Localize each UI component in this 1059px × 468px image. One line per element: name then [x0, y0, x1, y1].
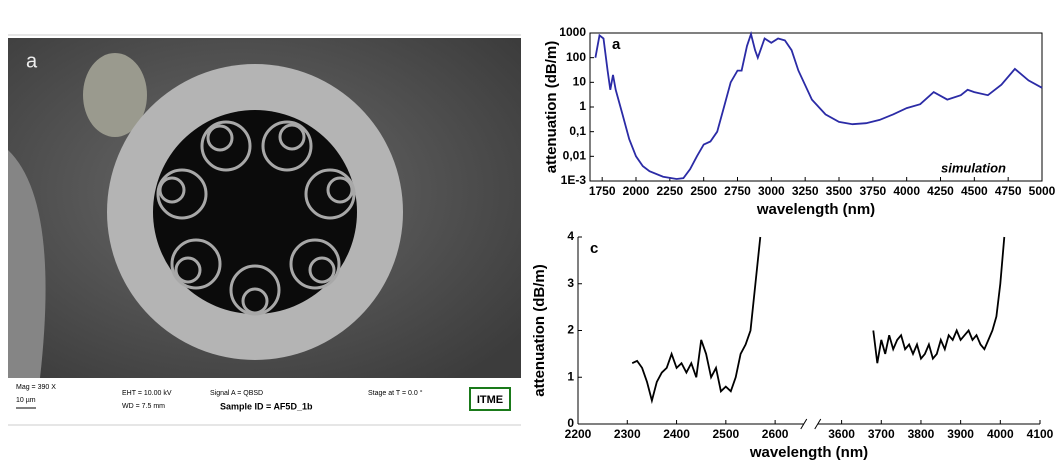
y-tick-label: 10 — [573, 75, 587, 89]
y-tick-label: 100 — [566, 50, 586, 64]
mag: Mag = 390 X — [16, 384, 56, 391]
x-tick-label: 4750 — [995, 184, 1022, 198]
y-axis-label: attenuation (dB/m) — [543, 41, 560, 174]
annotation: simulation — [941, 160, 1006, 175]
axis-break — [814, 418, 822, 430]
data-line — [594, 30, 1043, 180]
sem-image: a Mag = 390 X 10 µm EHT = 10.00 kV WD = … — [8, 38, 521, 420]
eht: EHT = 10.00 kV — [122, 390, 172, 397]
y-tick-label: 1E-3 — [561, 173, 587, 187]
x-tick-label: 3750 — [859, 184, 886, 198]
scale-bar-label: 10 µm — [16, 397, 36, 404]
x-tick-label: 2600 — [762, 427, 789, 441]
x-tick-label: 3250 — [792, 184, 819, 198]
plot-frame — [589, 32, 1043, 182]
x-tick-label: 3500 — [826, 184, 853, 198]
x-tick-label: 2500 — [712, 427, 739, 441]
signal: Signal A = QBSD — [210, 390, 263, 397]
x-tick-label: 2200 — [565, 427, 592, 441]
logo-box — [469, 387, 511, 411]
x-tick-label: 4000 — [987, 427, 1014, 441]
x-axis-label: wavelength (nm) — [756, 201, 875, 218]
panel-label: c — [590, 240, 598, 257]
x-tick-label: 3000 — [758, 184, 785, 198]
x-tick-label: 2500 — [690, 184, 717, 198]
y-tick-label: 4 — [567, 229, 574, 243]
wd: WD = 7.5 mm — [122, 403, 165, 410]
image-label: a — [26, 50, 38, 72]
x-tick-label: 1750 — [589, 184, 616, 198]
axis-break — [800, 418, 808, 430]
logo: ITME — [477, 394, 503, 406]
x-tick-label: 3800 — [908, 427, 935, 441]
x-tick-label: 4000 — [893, 184, 920, 198]
y-axis-label: attenuation (dB/m) — [531, 264, 548, 397]
y-tick-label: 2 — [567, 323, 574, 337]
y-tick-label: 1 — [579, 99, 586, 113]
x-tick-label: 4250 — [927, 184, 954, 198]
x-tick-label: 3900 — [947, 427, 974, 441]
y-tick-label: 0,1 — [569, 124, 586, 138]
x-tick-label: 3700 — [868, 427, 895, 441]
x-tick-label: 4500 — [961, 184, 988, 198]
x-tick-label: 2000 — [623, 184, 650, 198]
y-tick-label: 1 — [567, 369, 574, 383]
stage: Stage at T = 0.0 ° — [368, 389, 423, 397]
x-tick-label: 2750 — [724, 184, 751, 198]
y-tick-label: 1000 — [559, 25, 586, 39]
x-tick-label: 3600 — [828, 427, 855, 441]
x-tick-label: 5000 — [1029, 184, 1056, 198]
panel-label: a — [612, 36, 621, 53]
data-line — [631, 236, 1006, 405]
y-tick-label: 3 — [567, 276, 574, 290]
x-tick-label: 2400 — [663, 427, 690, 441]
y-tick-label: 0,01 — [563, 149, 587, 163]
x-tick-label: 2250 — [656, 184, 683, 198]
x-axis-label: wavelength (nm) — [749, 444, 868, 461]
x-tick-label: 2300 — [614, 427, 641, 441]
sample-id: Sample ID = AF5D_1b — [220, 401, 313, 411]
y-tick-label: 0 — [567, 416, 574, 430]
x-tick-label: 4100 — [1027, 427, 1054, 441]
